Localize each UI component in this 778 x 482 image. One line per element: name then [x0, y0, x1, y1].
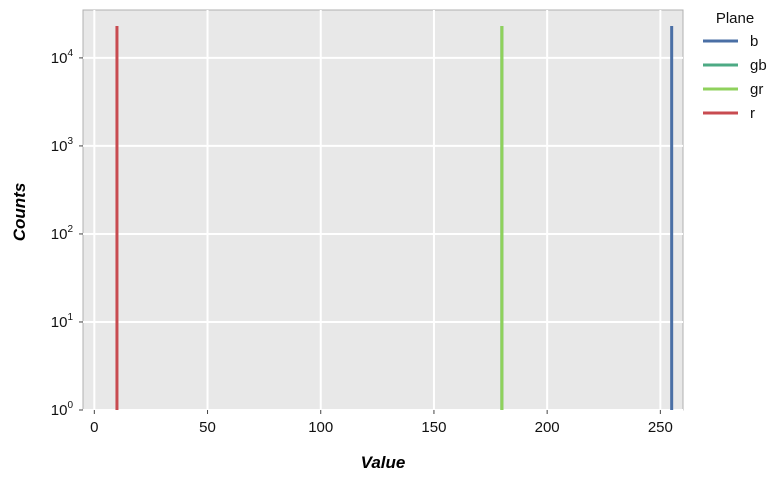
legend-label-r: r	[750, 105, 755, 122]
y-tick-label: 100	[51, 400, 74, 419]
legend-label-gb: gb	[750, 57, 767, 74]
y-tick-label: 103	[51, 136, 74, 155]
legend-label-b: b	[750, 33, 758, 50]
grid-lines	[83, 10, 683, 411]
x-axis-ticks: 0 50 100 150 200 250	[90, 410, 673, 436]
series-lines	[115, 26, 674, 410]
y-axis-title: Counts	[10, 183, 29, 242]
y-tick-label: 101	[51, 312, 74, 331]
x-tick-label: 100	[308, 419, 333, 436]
y-axis-ticks: 100 101 102 103 104	[51, 48, 83, 419]
legend-label-gr: gr	[750, 81, 763, 98]
y-tick-label: 104	[51, 48, 74, 67]
legend: Plane b gb gr r	[703, 10, 767, 122]
x-tick-label: 50	[199, 419, 216, 436]
legend-title: Plane	[716, 10, 754, 27]
x-tick-label: 150	[421, 419, 446, 436]
x-axis-title: Value	[361, 453, 406, 472]
x-tick-label: 200	[535, 419, 560, 436]
plot-panel	[82, 9, 684, 411]
x-tick-label: 0	[90, 419, 98, 436]
y-tick-label: 102	[51, 224, 74, 243]
x-tick-label: 250	[648, 419, 673, 436]
